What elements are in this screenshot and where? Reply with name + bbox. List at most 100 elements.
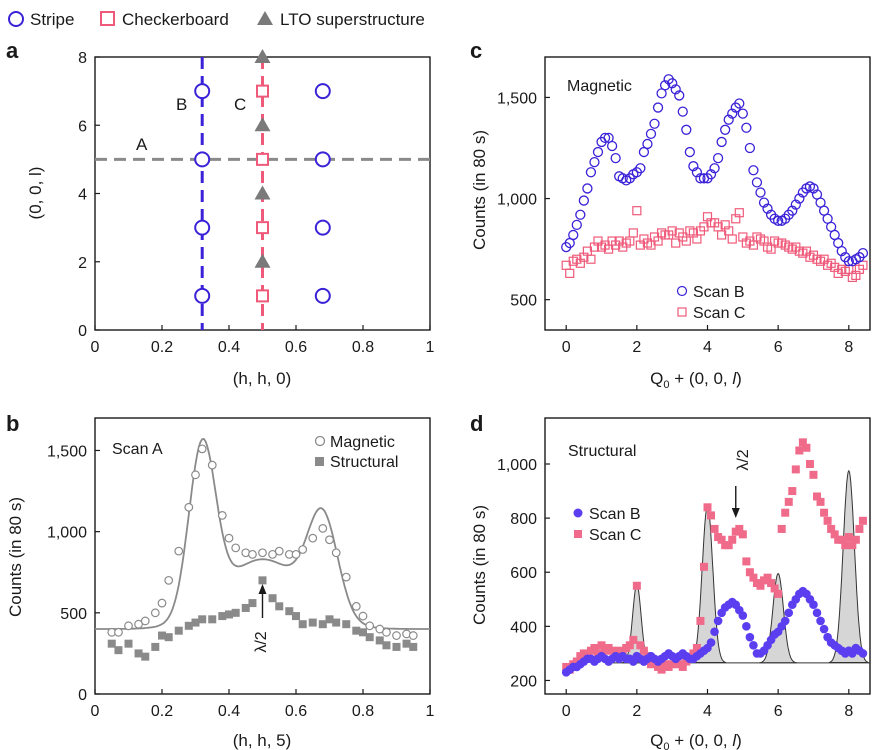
panel-c-scan-b-point [652,102,664,113]
panel-c-scan-b-point [712,152,724,164]
panel-b-structural-point [392,642,401,651]
panel-c-scan-b-point [727,108,738,119]
panel-b-magnetic-point [365,621,375,631]
panel-c-legend-marker-scan-c [677,307,687,317]
panel-c-ytick-label: 1,000 [497,192,537,209]
panel-c-title: Magnetic [567,78,632,95]
panel-b-structural-point [218,612,227,621]
panel-b-magnetic-point [224,533,234,543]
panel-d-scan-c-point [777,524,786,533]
panel-c-xtick-label: 4 [703,339,712,356]
panel-c-scan-c-point [565,268,575,278]
panel-c-scan-c-point [667,226,677,236]
panel-b-structural-point [164,633,173,642]
panel-c-scan-b-point [568,229,579,241]
panel-b-structural-point [184,621,193,630]
panel-c-scan-b-point [695,173,706,184]
panel-c-scan-b-point [635,163,646,174]
panel-d-scan-c-point [742,557,751,566]
panel-c-scan-b-point [857,248,869,259]
panel-c-scan-b-point [762,203,773,214]
panel-b-ytick-label: 1,000 [47,525,87,542]
panel-d-scan-c-point [805,460,814,468]
panel-d-scan-b-point [809,600,818,610]
panel-d-scan-c-point [763,573,772,582]
panel-b-structural-point [248,599,257,608]
panel-d-peak-area [828,469,869,663]
panel-b-magnetic-point [325,535,334,545]
panel-d-scan-c-point [703,503,712,512]
panel-b-legend-marker-structural [315,457,324,466]
legend-label-stripe: Stripe [30,10,74,29]
panel-b-magnetic-point [274,546,284,556]
panel-d-scan-c-point [802,443,811,452]
panel-label-a: a [6,38,19,63]
panel-d-scan-c-point [689,649,698,658]
panel-c-legend-marker-scan-b [676,285,688,297]
panel-d-scan-b-point [749,640,758,650]
panel-b-structural-point [268,594,277,603]
panel-b-structural-point [285,607,294,616]
panel-c-scan-b-point [794,193,805,204]
panel-b-magnetic-point [191,470,200,480]
panel-c-scan-b-point [709,163,720,174]
panel-b-ytick-label: 0 [78,687,87,704]
panel-a-stripe-point [194,287,211,304]
panel-c-scan-b-point [836,245,847,257]
panel-b-magnetic-point [298,545,308,554]
panel-d-scan-c-point [855,524,864,533]
panel-c-scan-b-point [659,80,671,91]
panel-d-scan-c-point [851,535,860,544]
panel-d-scan-c-point [767,579,776,588]
panel-b-structural-point [325,615,334,624]
panel-b-structural-point [114,646,123,655]
panel-b-magnetic-point [231,543,241,553]
panel-b-structural-point [342,620,351,629]
panel-d-scan-c-point [809,470,818,479]
panel-a-stripe-point [314,287,331,304]
panel-d-scan-c-point [784,497,793,506]
panel-c-scan-b-point [599,132,611,144]
panel-d-scan-c-point [816,497,825,506]
panel-d-scan-c-point [756,581,765,590]
panel-d-scan-c-point [608,646,617,655]
panel-d-peak-area [688,504,727,663]
panel-a-xtick-label: 0 [91,339,100,356]
panel-c-scan-c-point [858,260,868,270]
panel-c-scan-b-point [748,165,759,176]
panel-d-scan-c-point [639,646,648,655]
panel-d-scan-c-point [827,524,836,533]
panel-b-magnetic-point [382,627,391,637]
panel-d-scan-c-point [745,568,754,577]
panel-c-scan-b-point [677,106,688,117]
panel-c-xtick-label: 6 [774,339,783,356]
panel-d-scan-c-point [696,616,705,625]
panel-b-structural-point [352,626,361,635]
panel-c-ylabel: Counts (in 80 s) [470,130,489,250]
panel-c-scan-b-point [744,142,756,154]
panel-b-magnetic-point [318,524,328,533]
panel-label-c: c [470,38,482,63]
panel-b-magnetic-point [124,621,133,631]
panel-d-scan-c-point [738,530,747,539]
panel-b-magnetic-point [351,601,361,611]
legend-marker-checkerboard [100,11,115,26]
panel-d-scan-c-point [788,487,797,496]
panel-b-magnetic-point [258,548,267,558]
panel-d-scan-c-point [858,516,867,525]
panel-b-structural-point [225,610,233,619]
panel-d-scan-b-point [819,624,829,634]
panel-b-ytick-label: 1,500 [47,443,87,460]
panel-b-xtick-label: 0.6 [285,703,307,720]
panel-c-scan-b-point [610,152,621,164]
panel-d-scan-c-point [774,589,783,598]
panel-c-scan-b-point [741,122,752,133]
panel-d-xtick-label: 6 [774,703,783,720]
panel-c-scan-b-point [578,195,590,206]
panel-d-legend-marker-scan-b [573,508,583,518]
panel-b-xtick-label: 1 [426,703,435,720]
legend-label-checkerboard: Checkerboard [122,10,229,29]
panel-d-scan-c-point [699,562,708,571]
panel-c-scan-b-point [734,98,745,109]
